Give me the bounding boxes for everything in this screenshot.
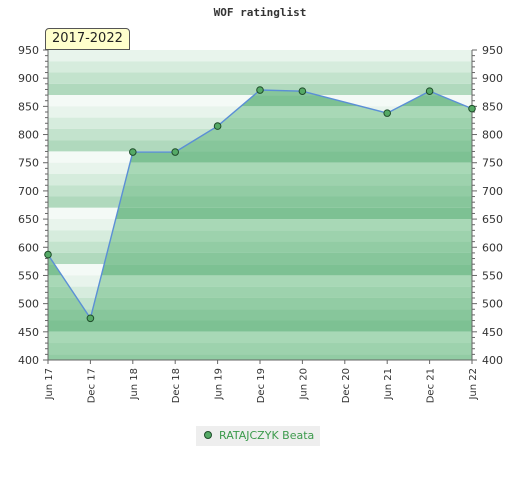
plot-frame xyxy=(43,49,477,364)
series-line-path xyxy=(47,89,473,320)
y-tick-label: 950 xyxy=(18,44,39,57)
x-tick-label: Jun 18 xyxy=(129,368,140,401)
legend[interactable]: RATAJCZYK Beata xyxy=(196,426,321,446)
y-axis-right: 400 450 500 550 600 650 700 750 800 850 900 950 xyxy=(482,44,503,367)
x-tick-label: Dec 20 xyxy=(341,368,352,403)
y-tick-label: 700 xyxy=(482,185,503,198)
x-tick-label: Dec 17 xyxy=(86,368,97,403)
data-point xyxy=(213,122,222,130)
chart-title: WOF ratinglist xyxy=(213,6,307,19)
data-point xyxy=(44,250,52,259)
y-tick-label: 450 xyxy=(18,326,39,339)
x-tick-label: Dec 18 xyxy=(171,368,182,403)
data-point xyxy=(171,148,179,156)
data-point xyxy=(86,314,95,323)
data-point xyxy=(468,104,476,113)
data-point xyxy=(129,148,137,156)
data-point xyxy=(298,87,307,95)
y-tick-label: 550 xyxy=(18,269,39,282)
y-tick-label: 700 xyxy=(18,185,39,198)
y-tick-label: 800 xyxy=(18,129,39,142)
y-tick-label: 750 xyxy=(482,157,503,170)
data-point xyxy=(425,87,434,95)
period-badge: 2017-2022 xyxy=(45,28,130,50)
y-tick-label: 900 xyxy=(18,72,39,85)
legend-marker xyxy=(204,431,212,439)
y-tick-label: 600 xyxy=(482,241,503,254)
y-tick-label: 950 xyxy=(482,44,503,57)
y-tick-label: 900 xyxy=(482,72,503,85)
y-tick-label: 500 xyxy=(18,298,39,311)
x-tick-label: Dec 19 xyxy=(256,368,267,403)
series-points xyxy=(44,86,476,323)
y-tick-label: 650 xyxy=(482,213,503,226)
y-tick-label: 850 xyxy=(18,100,39,113)
data-point xyxy=(383,109,392,117)
x-tick-label: Jun 22 xyxy=(468,368,479,401)
y-tick-label: 400 xyxy=(482,354,503,367)
y-tick-label: 500 xyxy=(482,298,503,311)
data-point xyxy=(256,86,264,94)
x-tick-label: Dec 21 xyxy=(426,368,437,403)
y-tick-label: 650 xyxy=(18,213,39,226)
y-tick-label: 600 xyxy=(18,241,39,254)
y-tick-label: 750 xyxy=(18,157,39,170)
y-tick-label: 850 xyxy=(482,100,503,113)
y-tick-label: 400 xyxy=(18,354,39,367)
y-tick-label: 450 xyxy=(482,326,503,339)
x-axis: Jun 17 Dec 17 Jun 18 Dec 18 Jun 19 Dec 19 Jun … xyxy=(44,368,479,403)
x-tick-label: Jun 19 xyxy=(214,368,225,401)
x-tick-label: Jun 17 xyxy=(44,368,55,401)
x-tick-label: Jun 21 xyxy=(383,368,394,401)
series-line xyxy=(47,89,473,320)
legend-series-label: RATAJCZYK Beata xyxy=(219,429,315,442)
y-tick-label: 550 xyxy=(482,269,503,282)
x-tick-label: Jun 20 xyxy=(298,368,309,401)
y-axis-left: 400 450 500 550 600 650 700 750 800 850 900 950 xyxy=(18,44,39,367)
y-tick-label: 800 xyxy=(482,129,503,142)
